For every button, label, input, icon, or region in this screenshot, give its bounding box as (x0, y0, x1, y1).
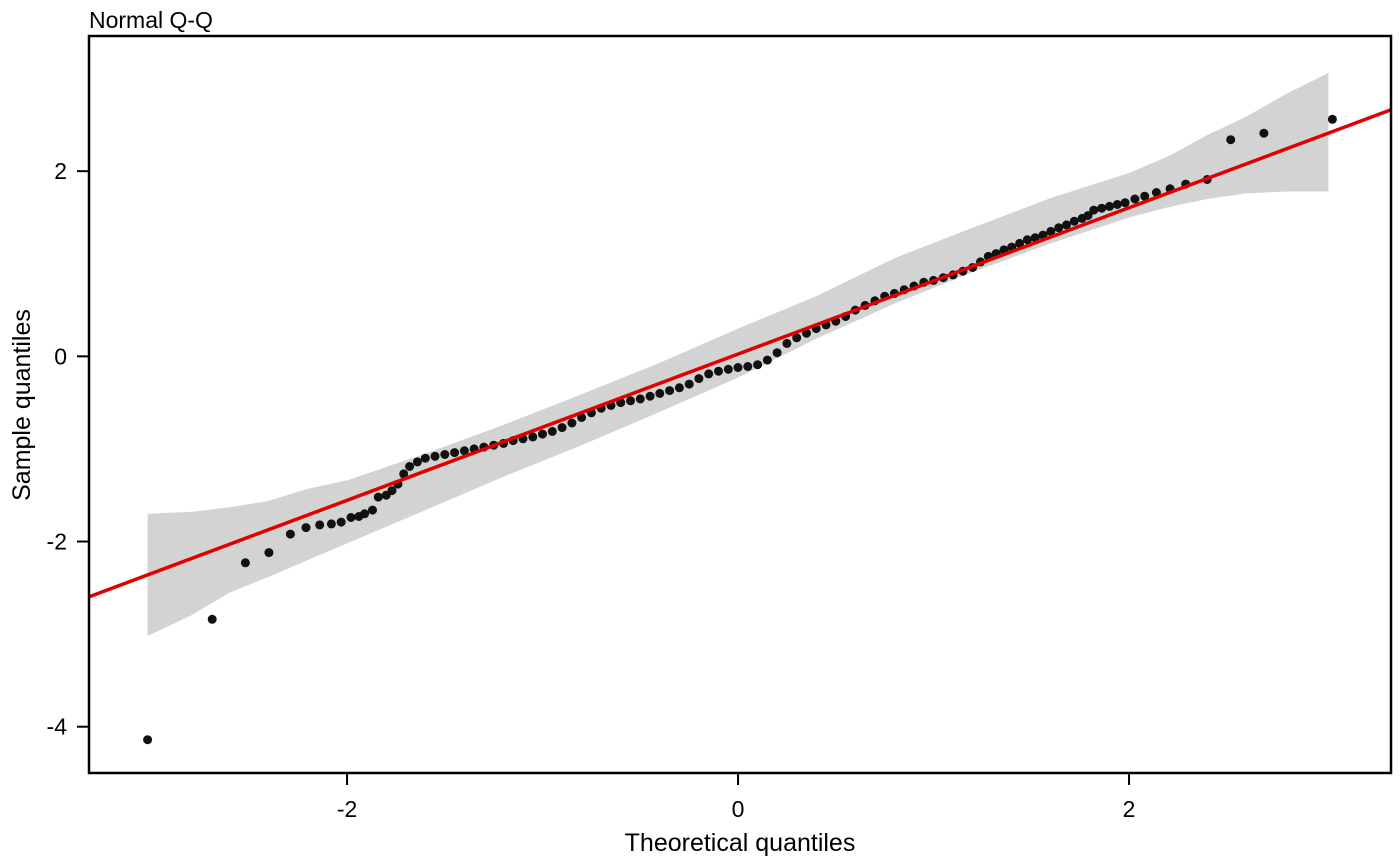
data-point (655, 388, 665, 398)
data-point (1054, 223, 1064, 233)
data-point (440, 450, 450, 459)
y-axis-title: Sample quantiles (8, 309, 36, 501)
y-axis: -4 -2 0 2 (47, 158, 89, 740)
data-point (714, 366, 723, 376)
data-point (1083, 211, 1093, 221)
data-point (538, 429, 547, 439)
data-point (1062, 220, 1071, 230)
plot-frame (87, 34, 1393, 775)
reference-line (89, 108, 1391, 599)
data-point (430, 451, 440, 461)
y-tick-label: 2 (54, 158, 67, 184)
data-point (674, 383, 684, 393)
plot-area (89, 73, 1391, 745)
data-point (1015, 238, 1025, 248)
data-point (626, 396, 635, 406)
x-tick-label: 0 (732, 796, 745, 822)
data-point (1327, 114, 1337, 124)
data-point (143, 735, 153, 745)
data-point (743, 362, 753, 371)
data-point (1046, 226, 1056, 236)
data-point (665, 386, 675, 396)
data-point (723, 364, 733, 374)
data-point (1030, 233, 1040, 243)
data-point (207, 614, 217, 624)
data-point (301, 523, 311, 533)
x-tick-label: 2 (1123, 796, 1136, 822)
y-tick-label: 0 (54, 343, 67, 369)
data-point (635, 394, 645, 404)
data-point (792, 333, 802, 343)
data-point (405, 462, 415, 471)
data-point (1105, 201, 1114, 211)
data-point (264, 548, 274, 558)
data-point (782, 338, 792, 348)
y-tick-label: -4 (47, 714, 68, 740)
x-tick-label: -2 (337, 796, 357, 822)
chart-title: Normal Q-Q (89, 7, 213, 33)
data-point (772, 348, 782, 358)
x-axis-title: Theoretical quantiles (625, 829, 856, 857)
data-point (1112, 200, 1122, 209)
data-point (360, 509, 370, 519)
data-point (1226, 135, 1236, 145)
data-point (399, 469, 409, 479)
data-point (240, 558, 250, 568)
data-point (387, 486, 397, 496)
data-point (412, 457, 422, 467)
data-point (1097, 203, 1107, 213)
data-point (336, 517, 346, 527)
data-point (450, 448, 460, 458)
data-point (285, 529, 295, 539)
data-point (1130, 194, 1140, 204)
data-point (528, 432, 538, 442)
data-point (557, 423, 567, 433)
data-point (567, 418, 577, 428)
data-point (1022, 235, 1032, 245)
data-point (1259, 128, 1269, 138)
data-point (753, 360, 763, 370)
data-point (459, 446, 469, 456)
data-point (1089, 205, 1099, 215)
data-point (684, 379, 694, 389)
data-point (547, 426, 557, 436)
y-tick-label: -2 (47, 529, 67, 555)
data-point (1140, 191, 1150, 201)
data-point (704, 369, 714, 379)
data-point (315, 520, 325, 530)
data-point (1069, 216, 1079, 226)
data-point (368, 505, 377, 515)
data-point (326, 519, 336, 529)
data-point (762, 355, 772, 365)
data-point (420, 453, 430, 463)
data-point (1120, 198, 1130, 208)
data-point (373, 492, 383, 502)
data-point (1151, 188, 1161, 197)
data-point (694, 374, 704, 384)
data-point (645, 391, 655, 401)
data-point (733, 363, 743, 372)
data-point (346, 513, 356, 522)
x-axis: -2 0 2 (337, 773, 1136, 822)
